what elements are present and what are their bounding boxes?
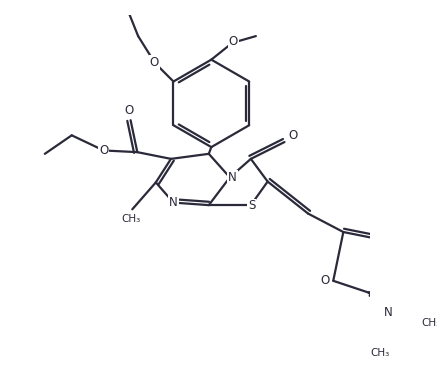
Text: N: N bbox=[169, 196, 178, 209]
Text: O: O bbox=[288, 129, 298, 142]
Text: CH₃: CH₃ bbox=[121, 214, 140, 224]
Text: N: N bbox=[228, 171, 237, 184]
Text: O: O bbox=[124, 104, 134, 116]
Text: CH₃: CH₃ bbox=[421, 318, 437, 328]
Text: O: O bbox=[149, 56, 159, 69]
Text: CH₃: CH₃ bbox=[371, 348, 390, 358]
Text: O: O bbox=[229, 35, 238, 47]
Text: N: N bbox=[385, 306, 393, 319]
Text: O: O bbox=[99, 144, 108, 157]
Text: O: O bbox=[320, 274, 329, 287]
Text: S: S bbox=[248, 200, 255, 213]
